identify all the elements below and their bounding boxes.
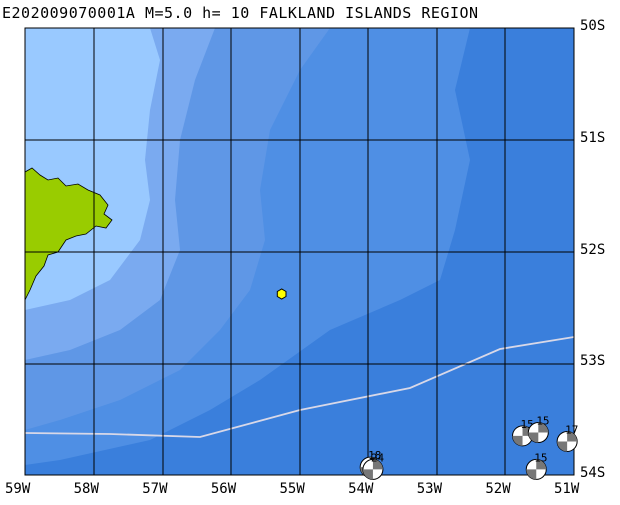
longitude-label: 56W	[210, 481, 237, 497]
longitude-label: 52W	[485, 481, 511, 497]
mechanism-compression-quadrant	[526, 459, 547, 480]
map-title: E202009070001A M=5.0 h= 10 FALKLAND ISLA…	[2, 4, 479, 22]
mechanism-compression-quadrant	[528, 422, 549, 443]
mechanism-compression-quadrant	[362, 459, 383, 480]
longitude-label: 57W	[142, 481, 168, 497]
focal-mechanism[interactable]: 15	[525, 451, 548, 480]
mechanism-compression-quadrant	[512, 425, 533, 446]
focal-mechanism[interactable]: 24	[362, 451, 385, 480]
longitude-label: 51W	[554, 481, 580, 497]
longitude-label: 55W	[279, 481, 305, 497]
latitude-label: 53S	[580, 353, 606, 370]
epicenter-marker[interactable]	[276, 288, 287, 300]
mechanism-depth-label: 17	[565, 423, 578, 436]
latitude-label: 51S	[580, 129, 606, 146]
mechanism-depth-label: 24	[371, 451, 385, 464]
falklands-land	[25, 167, 113, 301]
focal-mechanism[interactable]: 17	[556, 423, 578, 452]
mechanism-depth-label: 18	[368, 449, 381, 462]
mechanism-depth-label: 15	[534, 451, 547, 464]
latitude-label: 52S	[580, 241, 606, 258]
latitude-label: 50S	[580, 18, 606, 34]
longitude-label: 58W	[73, 481, 99, 497]
graticule	[24, 27, 575, 476]
longitude-label: 54W	[348, 481, 374, 497]
longitude-label: 59W	[5, 481, 31, 497]
longitude-label: 53W	[416, 481, 443, 497]
mechanism-depth-label: 15	[536, 415, 549, 428]
focal-mechanism[interactable]: 15	[527, 415, 550, 444]
latitude-label: 54S	[580, 465, 606, 481]
mechanism-compression-quadrant	[557, 431, 578, 452]
